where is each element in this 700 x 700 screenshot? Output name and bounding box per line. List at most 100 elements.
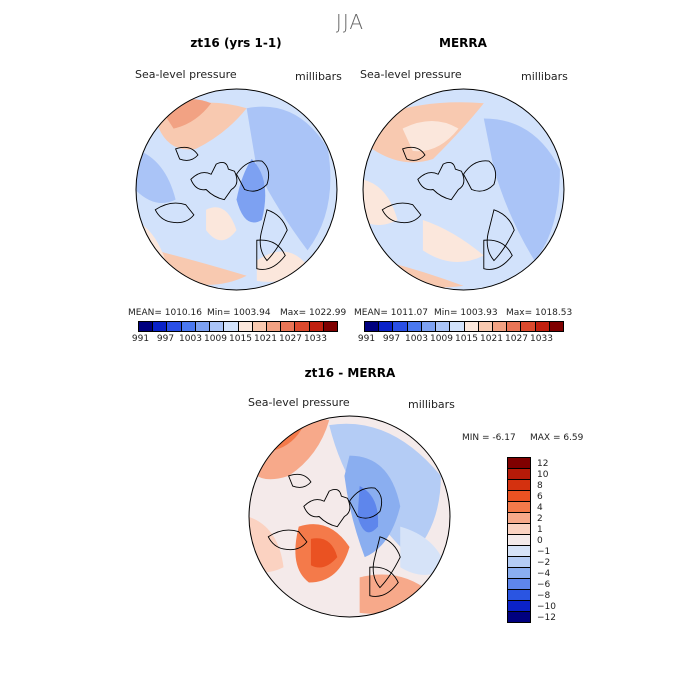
colorbar-swatch [508,546,530,557]
colorbar-tick-label: 0 [537,536,543,546]
panel3-colorbar [507,457,531,623]
colorbar-tick-label: 1027 [505,334,528,344]
colorbar-swatch [508,502,530,513]
colorbar-swatch [549,322,564,331]
panel2-colorbar-ticks: 991 997 1003 1009 1015 1021 1027 1033 [354,334,554,344]
panel2-polar-map [362,88,565,291]
colorbar-swatch [153,322,168,331]
colorbar-swatch [521,322,536,331]
colorbar-swatch [508,535,530,546]
panel1-colorbar-ticks: 991 997 1003 1009 1015 1021 1027 1033 [128,334,328,344]
colorbar-swatch [508,458,530,469]
colorbar-tick-label: −10 [537,601,556,612]
colorbar-swatch [309,322,324,331]
field-contour-region [422,219,484,262]
colorbar-swatch [379,322,394,331]
colorbar-swatch [224,322,239,331]
panel1-polar-map [135,88,338,291]
panel2-field-label: Sea-level pressure [360,68,462,81]
colorbar-tick-label: 991 [357,334,376,344]
colorbar-swatch [365,322,380,331]
colorbar-swatch [436,322,451,331]
colorbar-swatch [464,322,479,331]
colorbar-tick-label: 997 [382,334,401,344]
coastline [174,146,199,161]
panel2-colorbar [364,321,564,332]
field-contour-region [483,118,560,261]
panel1-units-label: millibars [295,70,342,83]
panel1-max: Max= 1022.99 [280,308,347,318]
field-contour-region [136,148,176,203]
colorbar-tick-label: 991 [131,334,150,344]
panel3-polar-map [248,415,451,618]
colorbar-swatch [295,322,310,331]
colorbar-tick-label: 4 [537,503,543,514]
colorbar-swatch [508,557,530,568]
field-contour-region [206,207,237,241]
colorbar-tick-label: 10 [537,470,549,481]
coastline [401,146,426,161]
colorbar-tick-label: 1021 [254,334,277,344]
colorbar-swatch [323,322,338,331]
field-contour-region [310,538,338,568]
panel2-title: MERRA [439,36,487,50]
panel1-title: zt16 (yrs 1-1) [190,36,282,50]
colorbar-tick-label: 1027 [279,334,302,344]
panel3-units-label: millibars [408,398,455,411]
colorbar-swatch [508,612,530,622]
colorbar-swatch [393,322,408,331]
colorbar-swatch [508,568,530,579]
coastline [235,160,270,192]
panel3-field-label: Sea-level pressure [248,396,350,409]
coastline [462,160,497,192]
colorbar-tick-label: −8 [537,590,551,601]
field-contour-region [402,120,459,152]
coastline [303,489,351,528]
panel3-colorbar-ticks: 12 10 8 6 4 2 1 0 −1 −2 −4 −6 −8 −10 −12 [537,457,577,622]
colorbar-tick-label: 1009 [430,334,453,344]
colorbar-swatch [478,322,493,331]
panel2-max: Max= 1018.53 [506,308,573,318]
coastline [486,209,515,262]
colorbar-swatch [508,590,530,601]
colorbar-tick-label: −1 [537,546,551,557]
map-boundary [135,88,338,291]
colorbar-swatch [450,322,465,331]
colorbar-swatch [266,322,282,331]
colorbar-tick-label: 1015 [229,334,252,344]
colorbar-tick-label: 2 [537,514,543,525]
coastline [256,239,286,270]
colorbar-tick-label: −2 [537,557,551,568]
panel3-title: zt16 - MERRA [304,366,396,380]
coastline [372,536,401,589]
colorbar-tick-label: 997 [156,334,175,344]
colorbar-swatch [492,322,508,331]
field-contour-region [363,179,398,226]
panel1-field-label: Sea-level pressure [135,68,237,81]
colorbar-swatch [508,469,530,480]
colorbar-swatch [508,524,530,535]
coastline [483,239,513,270]
map-boundary [248,415,451,618]
panel1-colorbar [138,321,338,332]
coastline [190,162,238,201]
panel1-min: Min= 1003.94 [207,308,271,318]
colorbar-swatch [252,322,267,331]
colorbar-swatch [167,322,182,331]
field-contour-region [400,526,446,575]
coastline [369,566,399,597]
colorbar-swatch [508,601,530,612]
map-boundary [362,88,565,291]
colorbar-tick-label: 6 [537,492,543,503]
colorbar-tick-label: 1015 [455,334,478,344]
coastline [287,473,312,488]
colorbar-tick-label: 1003 [405,334,428,344]
coastline [259,209,288,262]
colorbar-swatch [508,480,530,491]
coastline [348,487,383,519]
coastline [267,529,308,551]
colorbar-swatch [421,322,437,331]
colorbar-swatch [139,322,154,331]
colorbar-swatch [181,322,196,331]
panel2-units-label: millibars [521,70,568,83]
